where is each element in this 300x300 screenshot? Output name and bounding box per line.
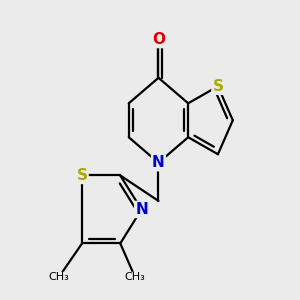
Text: CH₃: CH₃ bbox=[125, 272, 146, 282]
Text: N: N bbox=[152, 155, 165, 170]
Text: O: O bbox=[152, 32, 165, 47]
Text: CH₃: CH₃ bbox=[48, 272, 69, 282]
Text: S: S bbox=[76, 168, 88, 183]
Text: N: N bbox=[135, 202, 148, 217]
Text: S: S bbox=[212, 79, 224, 94]
